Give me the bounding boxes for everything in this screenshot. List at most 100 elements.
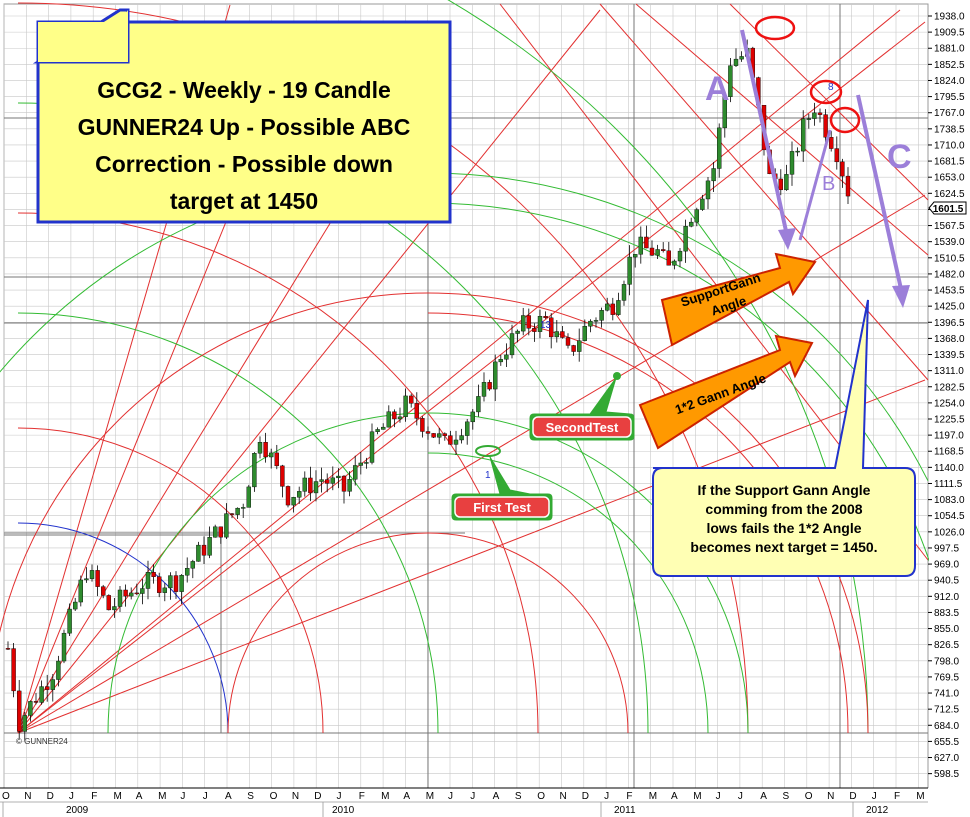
gann-arc: [17, 212, 539, 734]
candle-body: [72, 601, 78, 610]
candle-body: [257, 442, 263, 454]
y-tick-label: 883.5: [934, 608, 959, 619]
y-tick-label: 1738.5: [934, 124, 965, 135]
candle-body: [353, 465, 358, 480]
candle-body: [638, 236, 643, 255]
candle-body: [291, 497, 296, 506]
x-month-label: J: [872, 791, 877, 802]
y-tick-label: 1653.0: [934, 173, 965, 184]
candle-body: [218, 526, 224, 538]
candle-body: [453, 439, 459, 445]
candle-body: [644, 236, 649, 249]
candle-body: [532, 328, 537, 332]
candle-body: [358, 462, 363, 466]
candle-body: [78, 579, 84, 603]
wave-arrows: A B C: [705, 15, 912, 308]
candle-body: [465, 421, 470, 436]
candle-body: [504, 354, 509, 360]
wave-a-label: A: [705, 70, 730, 108]
candle-body: [212, 526, 218, 538]
candle-body: [840, 161, 845, 177]
candle-body: [649, 247, 655, 256]
y-tick-label: 1852.5: [934, 60, 965, 71]
y-tick-label: 997.5: [934, 543, 959, 554]
candle-body: [470, 411, 475, 423]
x-month-label: J: [69, 791, 74, 802]
candle-body: [683, 226, 688, 252]
x-year-label: 2012: [866, 805, 889, 816]
candle-body: [50, 679, 55, 690]
candle-body: [705, 180, 711, 200]
candle-body: [498, 359, 503, 363]
y-tick-label: 969.0: [934, 560, 959, 571]
candle-body: [246, 486, 252, 508]
y-tick-label: 798.0: [934, 656, 959, 667]
candle-body: [560, 331, 565, 338]
candle-body: [655, 249, 660, 256]
wave-c-arrow: [856, 94, 905, 299]
gann-angle-line: [17, 9, 901, 734]
candle-body: [812, 112, 817, 119]
gann-arc: [427, 312, 849, 734]
y-tick-label: 741.0: [934, 689, 959, 700]
x-month-label: J: [337, 791, 342, 802]
candle-body: [224, 513, 229, 538]
gann-arc: [227, 532, 629, 734]
candle-body: [728, 65, 733, 97]
gann-resistance-line: [635, 3, 929, 256]
candle-body: [543, 316, 548, 319]
second-test-label: SecondTest: [546, 420, 619, 435]
x-month-label: F: [359, 791, 365, 802]
candle-body: [5, 648, 11, 650]
x-month-label: O: [270, 791, 278, 802]
candle-body: [409, 395, 414, 404]
y-tick-label: 1795.5: [934, 92, 965, 103]
candle-body: [112, 606, 117, 611]
candle-body: [459, 435, 464, 441]
x-month-label: S: [783, 791, 790, 802]
candle-body: [145, 572, 151, 589]
count-8-label: 8: [828, 82, 834, 93]
chart-title-line-4: target at 1450: [170, 188, 318, 214]
candle-body: [677, 250, 683, 262]
candle-body: [599, 310, 604, 321]
candle-body: [588, 320, 593, 327]
y-tick-label: 1624.5: [934, 189, 965, 200]
x-month-label: J: [716, 791, 721, 802]
candle-body: [269, 452, 274, 458]
x-month-label: J: [448, 791, 453, 802]
candle-body: [437, 433, 442, 438]
candle-body: [140, 588, 145, 594]
candle-body: [285, 486, 291, 506]
candle-body: [179, 575, 184, 592]
y-tick-label: 855.0: [934, 624, 959, 635]
candle-body: [481, 382, 487, 397]
x-month-label: J: [738, 791, 743, 802]
gann-resistance-line: [599, 3, 929, 381]
candle-body: [134, 592, 140, 595]
candle-body: [336, 475, 341, 479]
candle-body: [605, 303, 610, 311]
candle-body: [207, 537, 212, 556]
candle-body: [694, 209, 699, 223]
x-month-label: M: [693, 791, 701, 802]
candle-body: [739, 56, 744, 60]
candle-body: [420, 418, 425, 432]
gann-angle-line: [17, 21, 926, 734]
y-tick-label: 684.0: [934, 721, 959, 732]
y-tick-label: 1425.0: [934, 302, 965, 313]
callout-line-2: comming from the 2008: [705, 501, 862, 517]
candle-body: [106, 595, 112, 611]
candle-body: [778, 178, 783, 191]
x-month-label: O: [2, 791, 10, 802]
y-tick-label: 1225.5: [934, 415, 965, 426]
x-axis-background: [0, 788, 970, 817]
candle-body: [789, 151, 795, 175]
candle-body: [95, 570, 100, 587]
gann-arc: [17, 427, 324, 734]
y-tick-label: 826.5: [934, 640, 959, 651]
top-a-circle: [754, 15, 796, 41]
candle-body: [33, 701, 39, 703]
y-tick-label: 1168.5: [934, 447, 964, 458]
